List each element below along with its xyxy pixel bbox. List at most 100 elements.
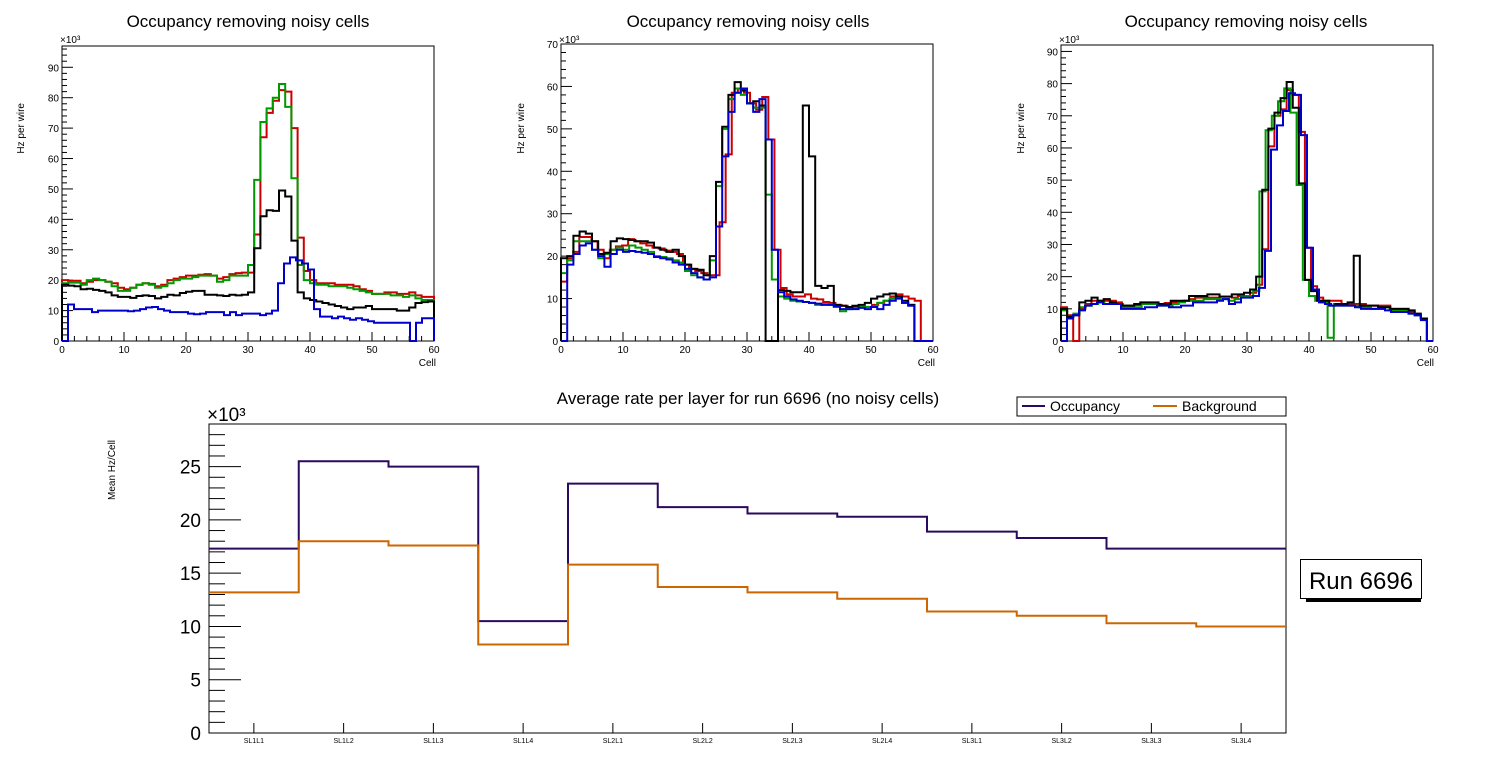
y-tick-label: 0 xyxy=(190,724,201,745)
x-category-label: SL2L2 xyxy=(693,738,713,745)
bottom-title: Average rate per layer for run 6696 (no … xyxy=(557,389,939,408)
x-category-label: SL2L1 xyxy=(603,738,623,745)
panel1-plot: 0 10 20 30 40 50 60 70 80 90 0 10 20 30 40 50 60 xyxy=(48,45,440,356)
y-tick-label: 20 xyxy=(180,511,201,532)
y-tick-label: 10 xyxy=(1047,305,1059,316)
y-tick-label: 40 xyxy=(1047,208,1059,219)
y-tick-label: 80 xyxy=(1047,80,1059,91)
y-tick-label: 30 xyxy=(48,246,60,257)
panel1-multiplier: ×10³ xyxy=(60,35,81,46)
series-black-line xyxy=(1060,81,1433,342)
panel2-xlabel: Cell xyxy=(918,358,935,369)
y-tick-label: 70 xyxy=(547,40,559,51)
x-tick-label: 30 xyxy=(242,345,254,356)
y-tick-label: 0 xyxy=(552,337,558,348)
y-tick-label: 15 xyxy=(180,564,201,585)
y-tick-label: 80 xyxy=(48,94,60,105)
x-tick-label: 0 xyxy=(59,345,65,356)
x-tick-label: 30 xyxy=(741,345,753,356)
bottom-multiplier: ×10³ xyxy=(207,405,246,426)
x-tick-label: 20 xyxy=(679,345,691,356)
y-tick-label: 70 xyxy=(1047,112,1059,123)
y-tick-label: 70 xyxy=(48,124,60,135)
x-tick-label: 50 xyxy=(865,345,877,356)
x-category-label: SL1L3 xyxy=(423,738,443,745)
y-tick-label: 20 xyxy=(547,252,559,263)
plot-frame xyxy=(208,423,1287,734)
bottom-ylabel: Mean Hz/Cell xyxy=(107,440,118,500)
x-category-label: SL3L1 xyxy=(962,738,982,745)
x-tick-label: 0 xyxy=(558,345,564,356)
x-tick-label: 60 xyxy=(1427,345,1439,356)
y-tick-label: 5 xyxy=(190,671,201,692)
x-tick-label: 0 xyxy=(1058,345,1064,356)
y-tick-label: 50 xyxy=(1047,176,1059,187)
x-category-label: SL3L4 xyxy=(1231,738,1251,745)
x-tick-label: 40 xyxy=(1303,345,1315,356)
y-tick-label: 20 xyxy=(48,276,60,287)
y-tick-label: 30 xyxy=(547,210,559,221)
y-tick-label: 60 xyxy=(547,82,559,93)
y-tick-label: 90 xyxy=(48,63,60,74)
legend-box xyxy=(1016,396,1287,417)
x-tick-label: 60 xyxy=(927,345,939,356)
y-tick-label: 25 xyxy=(180,458,201,479)
x-tick-label: 10 xyxy=(617,345,629,356)
panel3-plot: 0 10 20 30 40 50 60 70 80 90 0 10 20 30 40 50 60 xyxy=(1047,44,1439,356)
panel2-title: Occupancy removing noisy cells xyxy=(627,12,870,31)
series-blue-line xyxy=(561,87,933,342)
panel3-multiplier: ×10³ xyxy=(1059,35,1080,46)
x-tick-label: 40 xyxy=(803,345,815,356)
panel3-ylabel: Hz per wire xyxy=(1016,103,1027,154)
bottom-plot: 0 5 10 15 20 25 SL1L1 SL1L2 SL1L3 SL1L4 SL2L1 SL2L2… xyxy=(180,423,1287,745)
y-tick-label: 60 xyxy=(1047,144,1059,155)
x-tick-label: 60 xyxy=(428,345,440,356)
panel1-ylabel: Hz per wire xyxy=(16,103,27,154)
y-tick-label: 50 xyxy=(48,185,60,196)
series-background-line xyxy=(209,540,1286,646)
x-category-label: SL3L2 xyxy=(1052,738,1072,745)
y-tick-label: 0 xyxy=(53,337,59,348)
y-tick-label: 10 xyxy=(547,295,559,306)
series-black-line xyxy=(560,81,933,342)
series-occupancy-line xyxy=(209,460,1286,623)
panel2-ylabel: Hz per wire xyxy=(516,103,527,154)
x-category-label: SL1L2 xyxy=(334,738,354,745)
series-black-line xyxy=(61,189,435,341)
panel2-multiplier: ×10³ xyxy=(559,35,580,46)
y-tick-label: 50 xyxy=(547,125,559,136)
series-green-line xyxy=(61,83,435,341)
run-annotation: Run 6696 xyxy=(1300,559,1422,602)
y-tick-label: 40 xyxy=(547,167,559,178)
x-tick-label: 50 xyxy=(1365,345,1377,356)
legend-background-label: Background xyxy=(1182,398,1257,414)
panel3-title: Occupancy removing noisy cells xyxy=(1125,12,1368,31)
x-category-label: SL1L4 xyxy=(513,738,533,745)
panel1-title: Occupancy removing noisy cells xyxy=(127,12,370,31)
y-tick-label: 0 xyxy=(1052,337,1058,348)
series-red-line xyxy=(61,89,435,341)
x-tick-label: 40 xyxy=(304,345,316,356)
series-blue-line xyxy=(1061,92,1433,342)
series-green-line xyxy=(560,87,933,342)
x-category-label: SL1L1 xyxy=(244,738,264,745)
y-tick-label: 60 xyxy=(48,155,60,166)
y-tick-label: 90 xyxy=(1047,47,1059,58)
legend-occupancy-label: Occupancy xyxy=(1050,398,1120,414)
x-category-label: SL3L3 xyxy=(1141,738,1161,745)
y-tick-label: 10 xyxy=(48,307,60,318)
x-tick-label: 50 xyxy=(366,345,378,356)
run-label: Run 6696 xyxy=(1309,568,1413,595)
series-blue-line xyxy=(62,256,435,342)
legend: Occupancy Background xyxy=(1016,396,1287,417)
panel3-xlabel: Cell xyxy=(1417,358,1434,369)
y-tick-label: 40 xyxy=(48,215,60,226)
panel2-plot: 0 10 20 30 40 50 60 70 0 10 20 30 40 50 60 xyxy=(547,40,939,356)
run-box xyxy=(1300,559,1422,599)
x-category-label: SL2L3 xyxy=(782,738,802,745)
panel1-xlabel: Cell xyxy=(419,358,436,369)
y-tick-label: 30 xyxy=(1047,240,1059,251)
y-tick-label: 10 xyxy=(180,617,201,638)
y-tick-label: 20 xyxy=(1047,273,1059,284)
